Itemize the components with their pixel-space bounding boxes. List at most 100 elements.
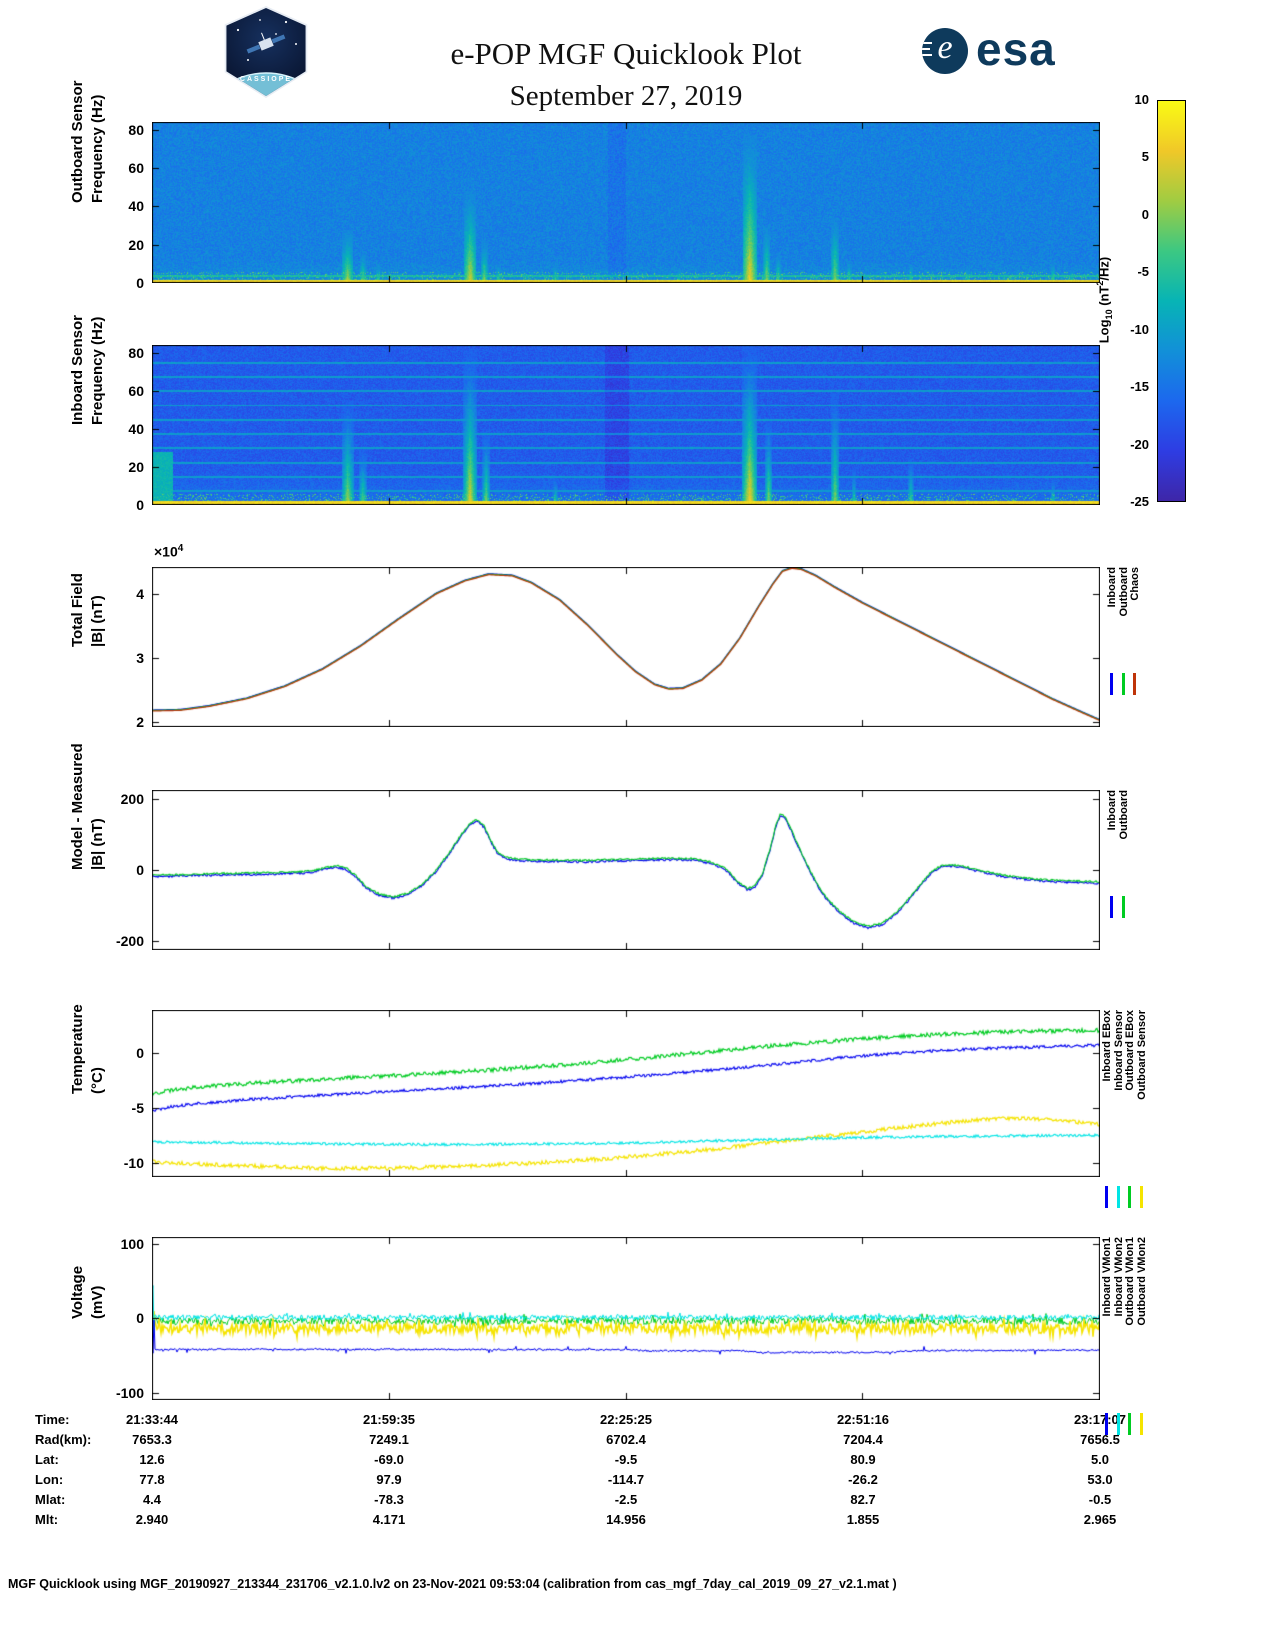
- table-cell: -78.3: [374, 1492, 404, 1507]
- y-tick-label: 60: [128, 160, 144, 176]
- esa-wordmark: esa: [976, 23, 1056, 75]
- table-cell: 22:25:25: [599, 1412, 653, 1427]
- legend-line-sample: [1128, 1186, 1131, 1208]
- table-row-label-time: Time:: [35, 1412, 70, 1427]
- table-row-label-lat: Lat:: [35, 1452, 59, 1467]
- legend-label-text: Outboard EBox: [1124, 1010, 1136, 1091]
- legend-label-outboard-sensor: Outboard Sensor: [1136, 1010, 1148, 1180]
- table-cell: 5.0: [1090, 1452, 1110, 1467]
- legend-line-sample: [1116, 1186, 1120, 1208]
- model-minus-measured-canvas: [152, 790, 1100, 950]
- table-cell: 23:17:07: [1073, 1412, 1127, 1427]
- table-cell: 80.9: [850, 1452, 876, 1467]
- esa-stripe-icon: [922, 42, 932, 44]
- table-cell: -69.0: [374, 1452, 404, 1467]
- table-cell: 21:33:44: [125, 1412, 179, 1427]
- legend-line-sample: [1121, 673, 1125, 695]
- mission-patch-label: CASSIOPE: [239, 76, 293, 83]
- legend-label-text: Inboard Sensor: [1112, 1010, 1125, 1091]
- table-cell: 2.965: [1083, 1512, 1117, 1527]
- table-row-label-mlt: Mlt:: [35, 1512, 59, 1527]
- y-tick-label: 2: [136, 713, 144, 730]
- total-field-canvas: [152, 567, 1100, 727]
- legend-line-sample: [1121, 896, 1125, 918]
- y-tick-label: 200: [120, 790, 144, 807]
- legend-label-outboard-vmon1: Outboard VMon1: [1124, 1237, 1136, 1407]
- table-cell: 14.956: [606, 1512, 646, 1527]
- table-cell: 53.0: [1087, 1472, 1113, 1487]
- legend-line-sample: [1128, 1413, 1131, 1435]
- colorbar-tick-label: 5: [1141, 149, 1149, 165]
- footer-text: MGF Quicklook using MGF_20190927_213344_…: [8, 1577, 897, 1591]
- colorbar-tick-label: -10: [1130, 321, 1149, 337]
- legend-line-sample: [1139, 1413, 1143, 1435]
- legend-line-sample: [1116, 1413, 1120, 1435]
- y-tick-label: 0: [136, 497, 144, 513]
- colorbar: [1157, 100, 1186, 502]
- legend-label-text: Outboard: [1117, 790, 1130, 840]
- legend-label-inboard-vmon2: Inboard VMon2: [1113, 1237, 1125, 1407]
- y-tick-label: 40: [128, 420, 144, 437]
- legend-label-inboard-sensor: Inboard Sensor: [1113, 1010, 1125, 1180]
- legend-label-chaos: Chaos: [1129, 567, 1141, 667]
- y-tick-label: 80: [128, 121, 144, 138]
- y-tick-label: 20: [128, 458, 144, 475]
- legend-label-text: Outboard: [1117, 567, 1130, 617]
- legend-label-text: Inboard: [1106, 567, 1118, 608]
- table-cell: -9.5: [614, 1452, 638, 1467]
- legend-label-text: Inboard: [1106, 790, 1118, 831]
- table-cell: 2.940: [135, 1512, 169, 1527]
- table-cell: 7653.3: [132, 1432, 172, 1447]
- legend-label-text: Inboard EBox: [1101, 1010, 1113, 1082]
- table-cell: 97.9: [376, 1472, 402, 1487]
- table-cell: 4.171: [372, 1512, 406, 1527]
- table-cell: 77.8: [139, 1472, 165, 1487]
- legend-label-outboard-vmon2: Outboard VMon2: [1136, 1237, 1148, 1407]
- mission-patch-art: CASSIOPE: [226, 8, 306, 96]
- legend-label-inboard: Inboard: [1106, 567, 1118, 667]
- table-cell: 7249.1: [369, 1432, 409, 1447]
- y-tick-label: 20: [128, 236, 144, 253]
- colorbar-tick-label: -15: [1130, 379, 1149, 395]
- table-cell: 7656.5: [1080, 1432, 1120, 1447]
- legend-label-outboard: Outboard: [1118, 567, 1130, 667]
- table-row-label-mlat: Mlat:: [35, 1492, 66, 1507]
- y-tick-label: 0: [136, 1044, 144, 1061]
- legend-label-text: Outboard VMon1: [1124, 1237, 1136, 1326]
- colorbar-tick-label: -5: [1137, 264, 1149, 280]
- temperature-canvas: [152, 1010, 1100, 1177]
- legend-label-text: Outboard Sensor: [1135, 1010, 1148, 1100]
- y-tick-label: 3: [136, 649, 144, 666]
- table-cell: -26.2: [848, 1472, 878, 1487]
- table-row-label-lon: Lon:: [35, 1472, 64, 1487]
- y-tick-label: 60: [128, 382, 144, 399]
- satellite-icon: [246, 32, 286, 54]
- colorbar-tick-label: -25: [1130, 494, 1149, 509]
- plot-date: September 27, 2019: [509, 80, 743, 112]
- table-cell: 6702.4: [606, 1432, 646, 1447]
- legend-label-text: Outboard VMon2: [1135, 1237, 1148, 1326]
- legend-line-sample: [1133, 673, 1136, 695]
- legend-label-text: Chaos: [1129, 567, 1141, 601]
- inboard-spectrogram-canvas: [152, 345, 1100, 505]
- table-cell: 4.4: [142, 1492, 162, 1507]
- legend-line-sample: [1105, 1413, 1108, 1435]
- esa-logo-emblem: e: [922, 28, 968, 74]
- table-cell: 12.6: [139, 1452, 165, 1467]
- legend-line-sample: [1139, 1186, 1143, 1208]
- colorbar-tick-label: 10: [1134, 92, 1149, 107]
- colorbar-tick-label: 0: [1141, 206, 1149, 222]
- table-cell: 7204.4: [843, 1432, 883, 1447]
- y-tick-label: 4: [136, 585, 144, 602]
- y-tick-label: -5: [131, 1099, 144, 1116]
- table-cell: 22:51:16: [836, 1412, 890, 1427]
- y-tick-label: 0: [136, 1310, 144, 1327]
- y-tick-label: 100: [120, 1235, 144, 1252]
- legend-label-text: Inboard VMon1: [1101, 1237, 1113, 1317]
- esa-stripe-icon: [922, 48, 930, 50]
- table-cell: 1.855: [846, 1512, 880, 1527]
- y-tick-label: 0: [136, 275, 144, 291]
- legend-label-outboard-ebox: Outboard EBox: [1124, 1010, 1136, 1180]
- table-cell: 82.7: [850, 1492, 876, 1507]
